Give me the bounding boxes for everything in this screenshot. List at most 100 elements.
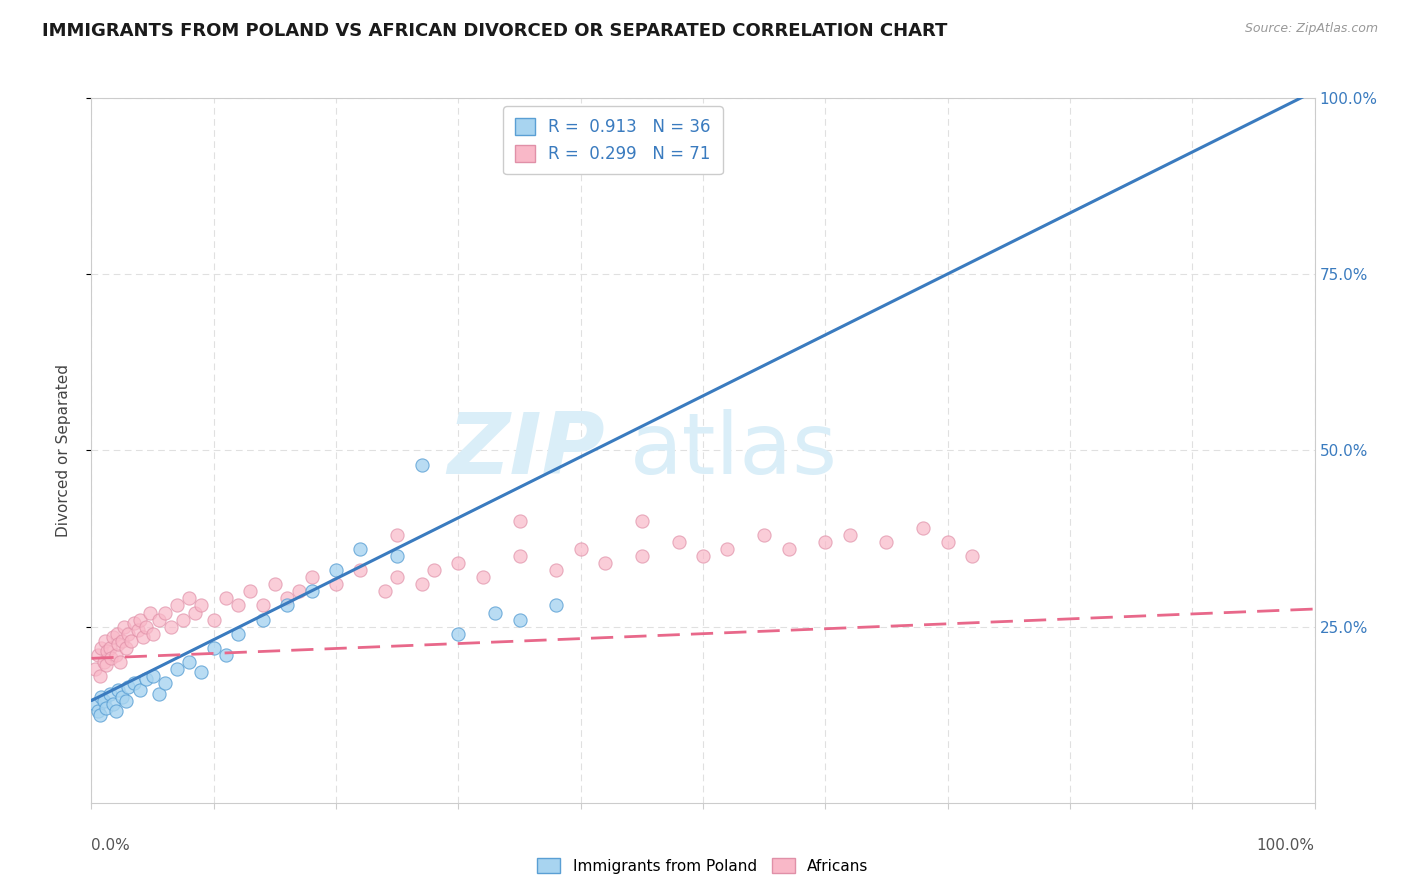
Point <box>936 535 959 549</box>
Point <box>301 570 323 584</box>
Point <box>202 640 225 655</box>
Point <box>215 591 238 606</box>
Point <box>631 514 654 528</box>
Point <box>546 563 568 577</box>
Point <box>98 687 121 701</box>
Point <box>875 535 898 549</box>
Point <box>325 577 347 591</box>
Point <box>447 556 470 570</box>
Point <box>778 542 800 557</box>
Point <box>411 458 433 472</box>
Point <box>104 704 127 718</box>
Y-axis label: Divorced or Separated: Divorced or Separated <box>56 364 70 537</box>
Point <box>423 563 446 577</box>
Text: ZIP: ZIP <box>447 409 605 492</box>
Text: Source: ZipAtlas.com: Source: ZipAtlas.com <box>1244 22 1378 36</box>
Point <box>93 655 115 669</box>
Point <box>122 616 145 631</box>
Point <box>112 620 135 634</box>
Point <box>100 651 122 665</box>
Point <box>252 599 274 613</box>
Point <box>276 599 298 613</box>
Text: 100.0%: 100.0% <box>1257 838 1315 853</box>
Point <box>132 630 155 644</box>
Point <box>385 570 409 584</box>
Point <box>86 648 108 662</box>
Point <box>84 697 107 711</box>
Point <box>166 599 188 613</box>
Point <box>716 542 738 557</box>
Point <box>122 676 145 690</box>
Point <box>179 655 201 669</box>
Point <box>117 626 139 640</box>
Point <box>135 620 157 634</box>
Point <box>202 613 225 627</box>
Point <box>471 570 494 584</box>
Point <box>96 644 118 658</box>
Point <box>86 704 108 718</box>
Point <box>349 563 371 577</box>
Point <box>814 535 837 549</box>
Point <box>141 669 163 683</box>
Point <box>184 606 207 620</box>
Point <box>160 620 183 634</box>
Point <box>668 535 690 549</box>
Point <box>135 673 157 687</box>
Text: IMMIGRANTS FROM POLAND VS AFRICAN DIVORCED OR SEPARATED CORRELATION CHART: IMMIGRANTS FROM POLAND VS AFRICAN DIVORC… <box>42 22 948 40</box>
Point <box>385 549 409 564</box>
Point <box>349 542 371 557</box>
Point <box>94 700 117 714</box>
Point <box>593 556 616 570</box>
Point <box>103 697 125 711</box>
Point <box>105 626 128 640</box>
Point <box>288 584 311 599</box>
Point <box>94 633 117 648</box>
Point <box>569 542 592 557</box>
Point <box>111 690 134 705</box>
Point <box>215 648 238 662</box>
Point <box>374 584 396 599</box>
Point <box>117 680 139 694</box>
Point <box>912 521 935 535</box>
Point <box>509 613 531 627</box>
Point <box>692 549 714 564</box>
Point <box>148 687 170 701</box>
Point <box>325 563 347 577</box>
Point <box>114 640 136 655</box>
Point <box>120 633 142 648</box>
Point <box>631 549 654 564</box>
Point <box>108 655 131 669</box>
Point <box>754 528 776 542</box>
Point <box>114 693 136 707</box>
Point <box>89 707 111 722</box>
Point <box>385 528 409 542</box>
Point <box>84 662 107 676</box>
Point <box>264 577 287 591</box>
Point <box>276 591 298 606</box>
Point <box>179 591 201 606</box>
Text: 0.0%: 0.0% <box>91 838 131 853</box>
Point <box>447 626 470 640</box>
Point <box>411 577 433 591</box>
Point <box>153 606 176 620</box>
Point <box>139 606 162 620</box>
Point <box>90 690 112 705</box>
Point <box>104 648 127 662</box>
Legend: R =  0.913   N = 36, R =  0.299   N = 71: R = 0.913 N = 36, R = 0.299 N = 71 <box>503 106 723 175</box>
Point <box>172 613 194 627</box>
Text: atlas: atlas <box>630 409 838 492</box>
Point <box>301 584 323 599</box>
Point <box>190 665 212 680</box>
Point <box>226 599 249 613</box>
Point <box>546 599 568 613</box>
Point <box>103 630 125 644</box>
Point <box>98 640 121 655</box>
Point <box>90 640 112 655</box>
Point <box>960 549 983 564</box>
Point <box>107 683 129 698</box>
Point <box>252 613 274 627</box>
Point <box>509 514 531 528</box>
Point <box>226 626 249 640</box>
Point <box>190 599 212 613</box>
Point <box>111 633 134 648</box>
